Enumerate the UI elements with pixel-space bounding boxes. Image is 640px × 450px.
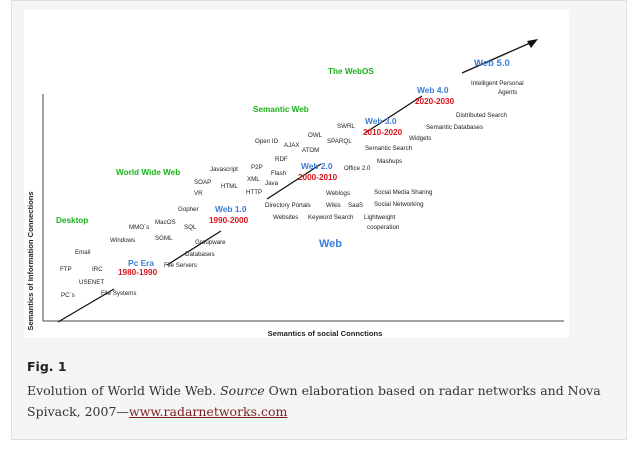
item-distributed-search: Distributed Search: [456, 112, 507, 119]
evolution-trend-line: [57, 42, 531, 323]
item-groupware: Groupware: [195, 239, 226, 246]
item-swrl: SWRL: [337, 123, 355, 130]
item-intelligent-personal: Intelligent Personal: [471, 80, 524, 87]
item-ftp: FTP: [60, 266, 72, 273]
item-macos: MacOS: [155, 219, 176, 226]
item-social-media-sharing: Social Media Sharing: [374, 189, 433, 196]
item-semantic-databases: Semantic Databases: [426, 124, 483, 131]
item-usenet: USENET: [79, 279, 104, 286]
item-keyword-search: Keyword Search: [308, 214, 354, 221]
item-websites: Websites: [273, 214, 298, 221]
item-social-networking: Social Networking: [374, 201, 424, 208]
stage-semantic-web: Semantic Web: [253, 105, 309, 114]
item-vr: VR: [194, 190, 203, 197]
item-ajax: AJAX: [284, 142, 299, 149]
item-weblogs: Weblogs: [326, 190, 350, 197]
item-flash: Flash: [271, 170, 287, 177]
figure-caption: Fig. 1 Evolution of World Wide Web. Sour…: [27, 359, 627, 422]
item-p2p: P2P: [251, 164, 263, 171]
x-axis-label: Semantics of social Connctions: [268, 329, 383, 338]
item-html: HTML: [221, 183, 238, 190]
item-open-id: Open ID: [255, 138, 279, 145]
era-web4-name: Web 4.0: [417, 85, 449, 95]
item-xml: XML: [247, 176, 260, 183]
item-java: Java: [265, 180, 279, 187]
caption-part-2: Own elaboration based on radar networks …: [27, 383, 601, 419]
era-web5-name: Web 5.0: [474, 58, 510, 69]
item-atom: ATOM: [302, 147, 319, 154]
item-gopher: Gopher: [178, 206, 199, 213]
item-pcs: PC´s: [61, 292, 75, 299]
item-lightweight: Lightweight: [364, 214, 396, 221]
item-office-2: Office 2.0: [344, 165, 371, 172]
item-wikis: Wikis: [326, 202, 341, 209]
web-label: Web: [319, 238, 342, 250]
era-web3-name: Web 3.0: [365, 116, 397, 126]
caption-source-word: Source: [220, 383, 265, 398]
item-agents: Agents: [498, 89, 517, 96]
item-mmos: MMO´s: [129, 224, 149, 231]
stage-world-wide-web: World Wide Web: [116, 168, 180, 177]
item-sql: SQL: [184, 224, 197, 231]
figure-number: Fig. 1: [27, 359, 67, 374]
era-web4-years: 2020-2030: [415, 97, 455, 106]
item-sparql: SPARQL: [327, 138, 352, 145]
item-semantic-search: Semantic Search: [365, 145, 413, 152]
technology-items: PC´s FTP IRC USENET Email File Systems W…: [60, 80, 524, 299]
item-http: HTTP: [246, 189, 262, 196]
era-web3-years: 2010-2020: [363, 128, 403, 137]
item-email: Email: [75, 249, 90, 256]
item-file-servers: File Servers: [164, 262, 197, 269]
item-databases: Databases: [185, 251, 215, 258]
era-web1-name: Web 1.0: [215, 204, 247, 214]
y-axis-label: Semantics of Information Connections: [26, 191, 35, 330]
web-evolution-diagram: Semantics of Information Connections Sem…: [26, 39, 564, 338]
stage-the-webos: The WebOS: [328, 67, 374, 76]
item-cooperation: cooperation: [367, 224, 400, 231]
era-pc-years: 1980-1990: [118, 268, 158, 277]
item-javascript: Javascript: [210, 166, 238, 173]
caption-source-link[interactable]: www.radarnetworks.com: [128, 404, 288, 419]
item-soap: SOAP: [194, 179, 211, 186]
trend-arrowhead: [527, 39, 538, 48]
era-web2-years: 2000-2010: [298, 173, 338, 182]
item-sgml: SGML: [155, 235, 173, 242]
item-mashups: Mashups: [377, 158, 402, 165]
item-rdf: RDF: [275, 156, 288, 163]
item-owl: OWL: [308, 132, 323, 139]
item-file-systems: File Systems: [101, 290, 136, 297]
item-widgets: Widgets: [409, 135, 431, 142]
era-web1-years: 1990-2000: [209, 216, 249, 225]
era-pc-name: Pc Era: [128, 258, 154, 268]
item-saas: SaaS: [348, 202, 363, 209]
stage-desktop: Desktop: [56, 216, 88, 225]
era-web2-name: Web 2.0: [301, 161, 333, 171]
item-directory-portals: Directory Portals: [265, 202, 311, 209]
caption-part-1: Evolution of World Wide Web.: [27, 383, 221, 398]
figure-image: Semantics of Information Connections Sem…: [24, 10, 569, 338]
figure-caption-text: Evolution of World Wide Web. Source Own …: [27, 380, 627, 422]
item-windows: Windows: [110, 237, 135, 244]
item-irc: IRC: [92, 266, 103, 273]
